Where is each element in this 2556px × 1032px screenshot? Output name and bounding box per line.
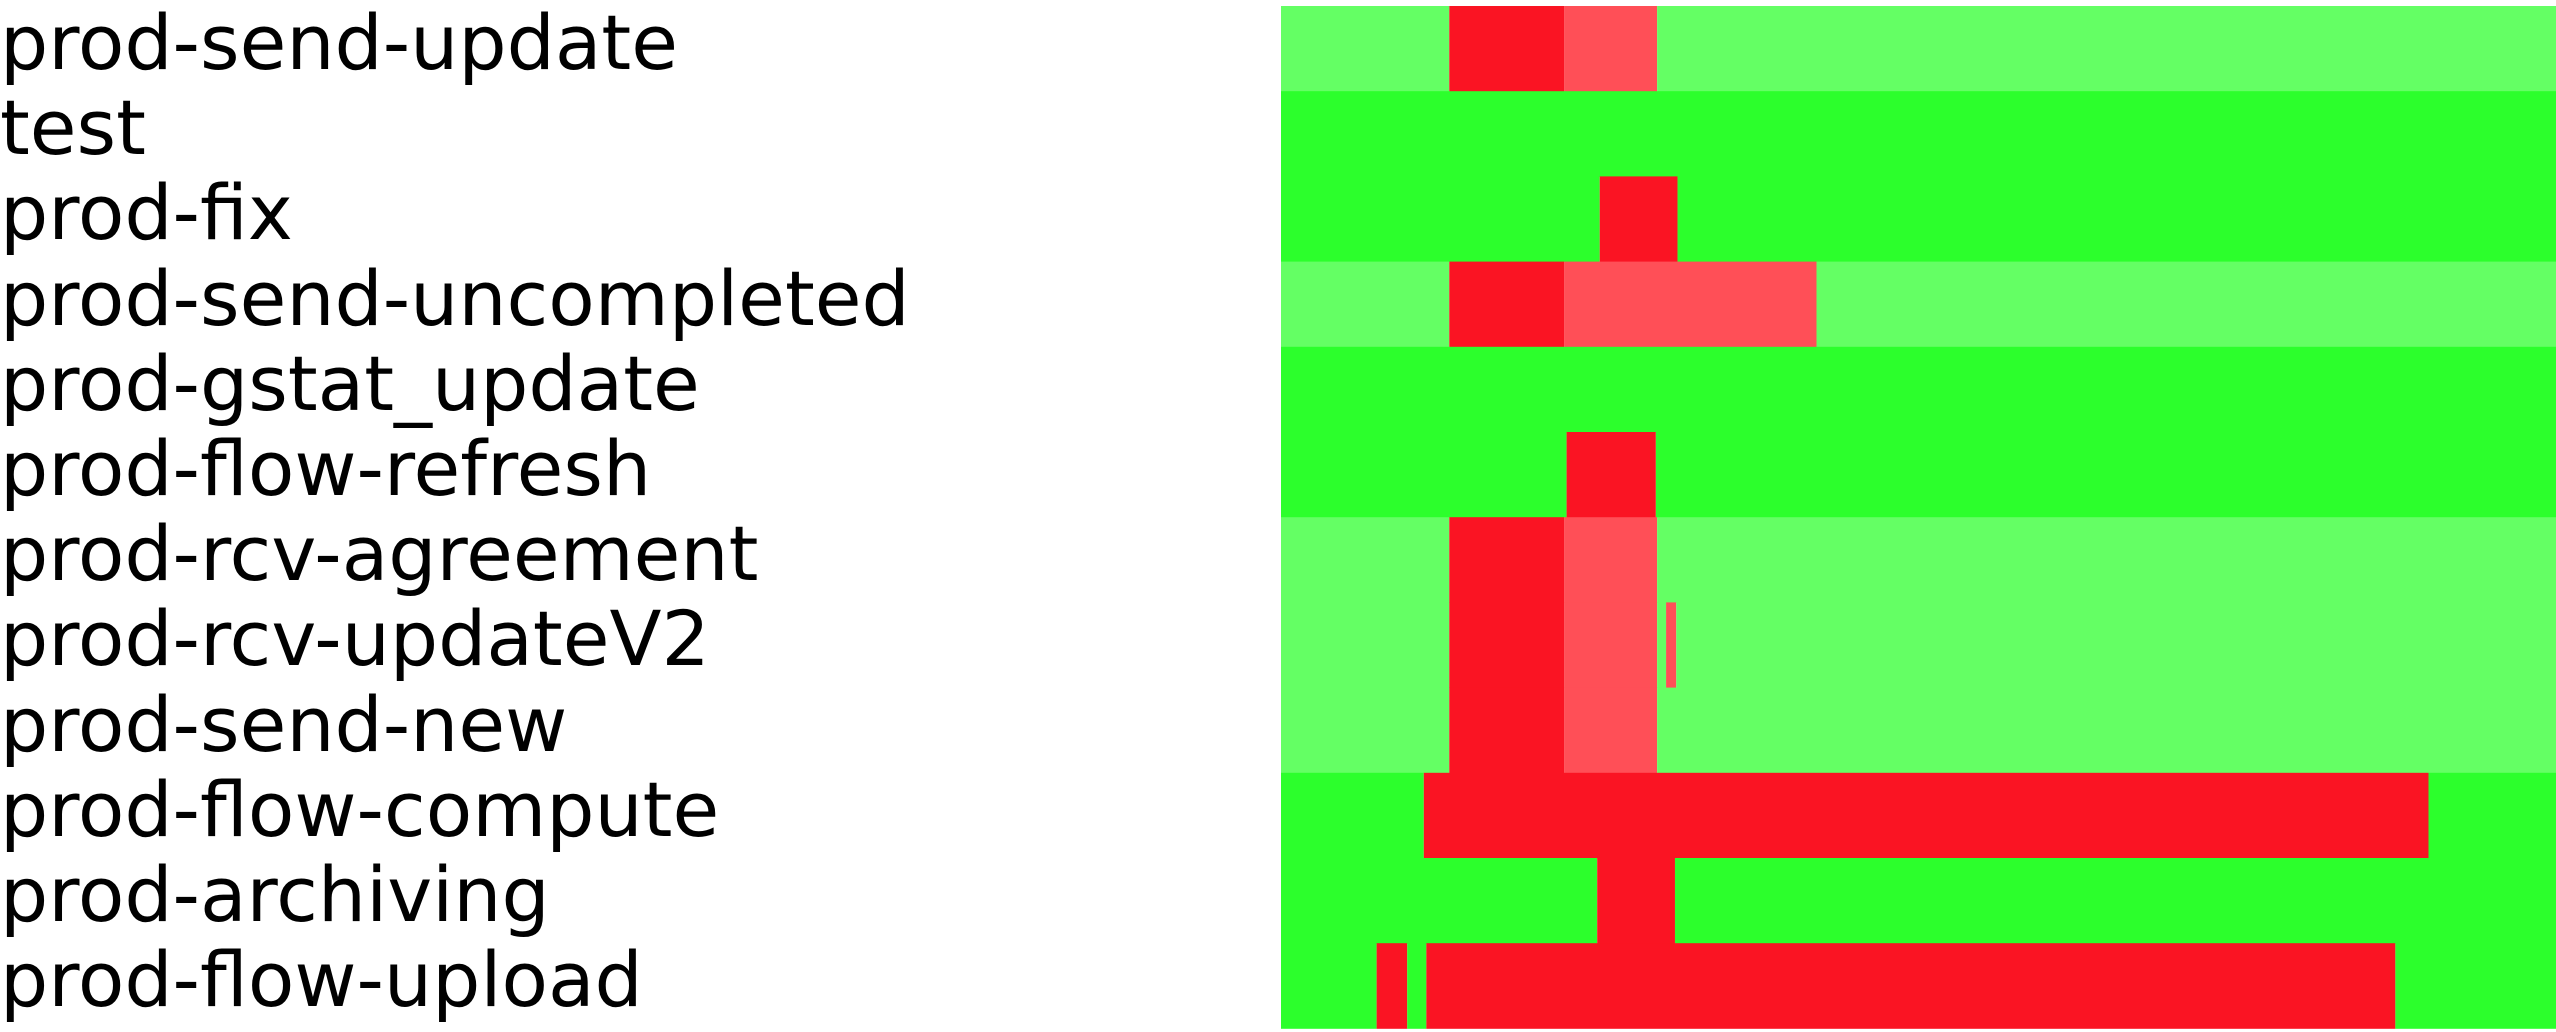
status-segment-fail: [1566, 432, 1656, 518]
status-segment-ok: [1677, 176, 2556, 262]
status-segment-ok-light: [1281, 261, 1450, 348]
job-label: prod-send-new: [0, 679, 568, 769]
status-segment-ok-light: [1281, 517, 1450, 603]
status-segment-ok: [1281, 346, 2556, 433]
job-label: prod-rcv-agreement: [0, 509, 759, 599]
status-segment-fail-light: [1564, 687, 1658, 774]
status-segment-ok: [2395, 943, 2556, 1029]
status-segment-ok-light: [1281, 687, 1450, 774]
status-segment-fail: [1423, 772, 2429, 859]
status-segment-fail-light: [1564, 517, 1658, 603]
job-label: prod-flow-refresh: [0, 424, 652, 513]
status-segment-fail: [1449, 602, 1565, 688]
status-segment-ok: [1674, 858, 2556, 944]
job-label: prod-fix: [0, 168, 293, 258]
status-segment-ok: [1655, 432, 2556, 518]
status-segment-ok: [2428, 772, 2556, 859]
status-segment-ok-light: [1676, 602, 2556, 688]
status-segment-fail: [1597, 858, 1675, 944]
status-segment-fail-light: [1564, 261, 1817, 348]
status-segment-ok: [1407, 943, 1427, 1029]
status-segment-fail-light: [1666, 602, 1677, 688]
status-segment-fail: [1376, 943, 1408, 1029]
status-segment-ok-light: [1281, 602, 1450, 688]
job-label: prod-flow-compute: [0, 764, 720, 854]
status-segment-ok: [1281, 858, 1598, 944]
job-label: prod-send-uncompleted: [0, 253, 910, 343]
job-label: prod-gstat_update: [0, 338, 700, 428]
status-segment-ok-light: [1816, 261, 2556, 348]
status-segment-ok-light: [1657, 602, 1667, 688]
status-segment-fail-light: [1564, 602, 1658, 688]
job-label: prod-send-update: [0, 0, 678, 87]
status-segment-ok-light: [1657, 6, 2556, 92]
status-segment-ok-light: [1281, 6, 1450, 92]
status-segment-ok: [1281, 432, 1567, 518]
status-segment-fail: [1449, 261, 1565, 348]
status-segment-ok: [1281, 91, 2556, 177]
job-label: prod-archiving: [0, 850, 550, 939]
status-segment-fail-light: [1564, 6, 1658, 92]
status-segment-fail: [1449, 6, 1565, 92]
status-segment-fail: [1599, 176, 1678, 262]
status-segment-ok-light: [1657, 517, 2556, 603]
status-segment-ok: [1281, 772, 1424, 859]
job-label: prod-flow-upload: [0, 935, 643, 1025]
status-segment-ok-light: [1657, 687, 2556, 774]
status-segment-fail: [1449, 517, 1565, 603]
job-label: prod-rcv-updateV2: [0, 594, 710, 684]
job-label: test: [0, 83, 146, 173]
status-segment-fail: [1449, 687, 1565, 774]
status-segment-ok: [1281, 943, 1377, 1029]
status-segment-fail: [1426, 943, 2396, 1029]
status-segment-ok: [1281, 176, 1600, 262]
